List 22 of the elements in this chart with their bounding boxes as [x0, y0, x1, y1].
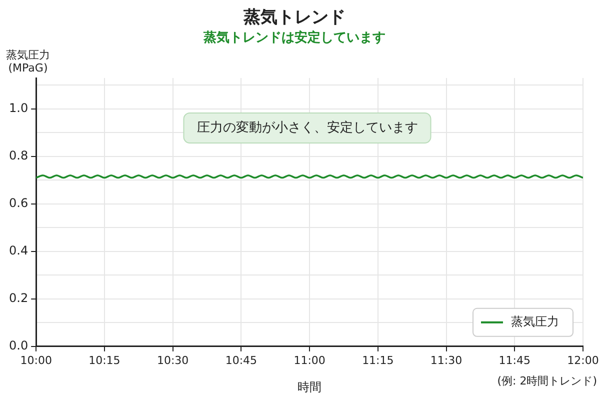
x-tick-label: 10:30	[156, 354, 189, 367]
legend-label: 蒸気圧力	[511, 314, 559, 329]
y-tick-label: 0.8	[8, 148, 28, 163]
x-tick-label: 10:15	[88, 354, 120, 367]
x-tick-label: 11:30	[430, 354, 462, 367]
y-tick-label: 0.0	[8, 338, 28, 353]
y-tick-label: 0.4	[8, 244, 28, 258]
x-tick-label: 11:00	[294, 354, 326, 367]
x-tick-label: 11:45	[498, 354, 530, 367]
x-tick-label: 12:00	[567, 354, 599, 367]
chart-title: 蒸気トレンド	[242, 8, 346, 28]
y-axis-title: 蒸気圧力 (MPaG)	[6, 48, 50, 74]
y-tick-label: 0.6	[8, 196, 28, 210]
x-tick-label: 11:15	[362, 354, 394, 367]
y-tick-label: 1.0	[8, 101, 28, 116]
annotation: 圧力の変動が小さく、安定しています	[196, 119, 418, 136]
y-tick-label: 0.2	[8, 291, 28, 306]
chart-subtitle: 蒸気トレンドは安定しています	[202, 30, 386, 46]
text: (例: 2時間トレンド)	[497, 374, 597, 388]
x-tick-label: 10:00	[20, 354, 52, 367]
x-axis-title: 時間	[298, 380, 322, 394]
x-tick-label: 10:45	[225, 354, 258, 367]
